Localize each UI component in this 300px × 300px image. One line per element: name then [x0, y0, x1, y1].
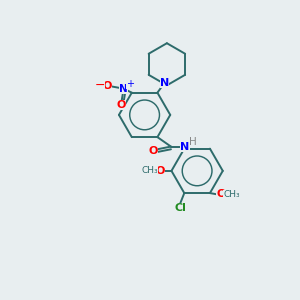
Text: O: O	[117, 100, 126, 110]
Text: N: N	[180, 142, 190, 152]
Text: N: N	[160, 78, 169, 88]
Text: O: O	[149, 146, 158, 156]
Text: H: H	[189, 137, 196, 147]
Text: O: O	[103, 81, 112, 91]
Text: O: O	[216, 189, 225, 200]
Text: +: +	[126, 79, 134, 89]
Text: CH₃: CH₃	[223, 190, 240, 199]
Text: CH₃: CH₃	[142, 167, 158, 176]
Text: O: O	[156, 166, 165, 176]
Text: N: N	[119, 84, 128, 94]
Text: Cl: Cl	[174, 203, 186, 213]
Text: −: −	[95, 79, 105, 92]
